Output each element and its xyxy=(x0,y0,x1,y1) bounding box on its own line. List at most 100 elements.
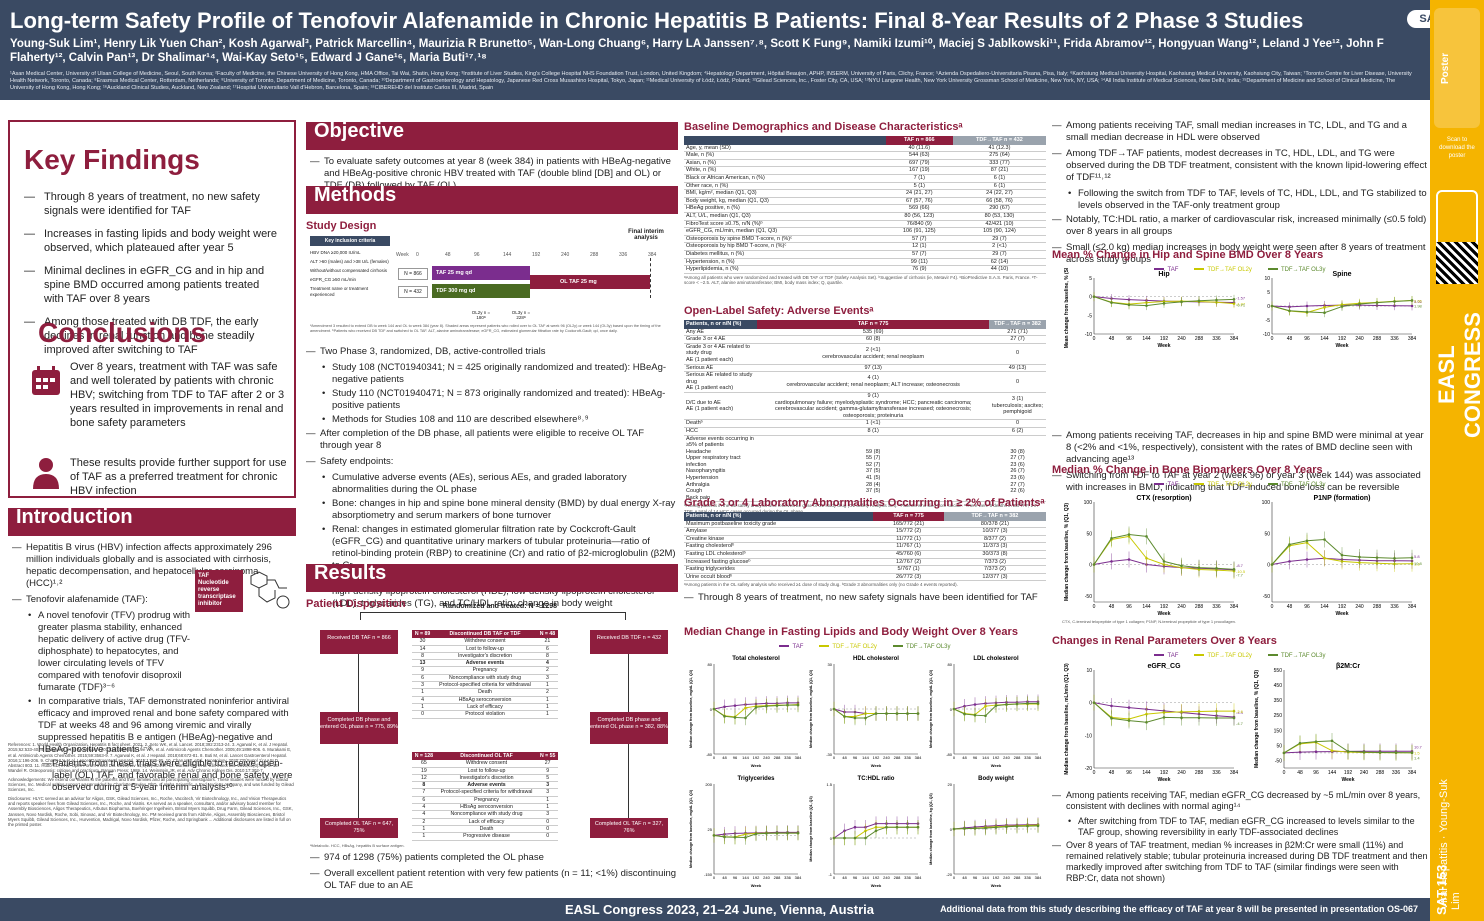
data-point xyxy=(723,705,726,709)
table-header: TAF n = 866 xyxy=(885,136,953,145)
legend-item: TDF→TAF OL2y xyxy=(819,641,877,653)
table-row: FibroTest score ≥0.75, n/N (%)ᵇ 76/840 (9… xyxy=(684,220,1046,229)
x-axis-label: Week xyxy=(751,763,762,768)
table-cell: ALT, U/L, median (Q1, Q3) xyxy=(684,212,886,221)
table-cell: 14 xyxy=(412,645,434,653)
lipids-section: Median Change in Fasting Lipids and Body… xyxy=(684,623,1046,655)
table-row: Grade 3 or 4 AE 60 (8) 27 (7) xyxy=(684,335,1046,344)
y-axis-label: Median change from baseline, mg/dL (Q1, … xyxy=(689,669,693,748)
data-point xyxy=(754,832,758,836)
data-point xyxy=(952,707,956,711)
data-point xyxy=(1180,716,1183,719)
table-cell: 8 xyxy=(536,652,558,661)
table-row: Serious AE 97 (13) 49 (13) xyxy=(684,364,1046,373)
y-tick-label: -10 xyxy=(1085,332,1092,338)
y-tick-label: 0 xyxy=(1089,563,1092,569)
ol2y-label: OL2y n = 180ᵃ xyxy=(471,310,491,320)
table-cell: Fasting triglycerides xyxy=(684,565,874,574)
table-cell: 80/378 (21) xyxy=(943,520,1046,529)
table-cell: Pregnancy xyxy=(433,666,537,675)
methods-subpoint: Bone: changes in hip and spine bone mine… xyxy=(306,498,678,522)
table-cell: 544 (63) xyxy=(885,151,953,160)
x-tick-label: 96 xyxy=(1126,336,1132,342)
x-tick-label: 240 xyxy=(1003,755,1010,760)
table-cell: Lack of efficacy xyxy=(433,703,537,712)
table-cell: 44 (10) xyxy=(952,265,1046,274)
week-axis: 0 48 96 144 192 240 288 336 384 xyxy=(416,252,656,260)
x-tick-label: 288 xyxy=(1195,770,1204,776)
table-cell: 60 (8) xyxy=(757,335,990,344)
table-cell: 19 xyxy=(412,767,436,775)
disposition-footnote: ᵃMetabolic. HCC, HBsAg, hepatitis B surf… xyxy=(310,843,405,848)
key-finding-item: Through 8 years of treatment, no new saf… xyxy=(24,190,280,218)
table-cell: Increased fasting glucoseᵇ xyxy=(684,558,874,567)
chart-title: LDL cholesterol xyxy=(973,656,1019,662)
table-cell: 67 (57, 76) xyxy=(885,197,953,206)
x-axis-label: Week xyxy=(1158,611,1171,616)
renal-interpretation: Among patients receiving TAF, median eGF… xyxy=(1052,790,1428,888)
table-row: 13 Adverse events 4 xyxy=(412,659,558,668)
table-cell: 7/373 (2) xyxy=(943,558,1046,567)
table-cell: Adverse events occurring in ≥5% of patie… xyxy=(684,435,758,503)
data-point xyxy=(1127,706,1131,709)
lab-bullet: Through 8 years of treatment, no new saf… xyxy=(684,592,1046,604)
table-row: Any AE 535 (69) 271 (71) xyxy=(684,328,1046,337)
x-tick-label: 336 xyxy=(1392,770,1401,776)
table-row: Fasting cholesterolᵇ 11/767 (1) 11/373 (3) xyxy=(684,542,1046,551)
chart-title: CTX (resorption) xyxy=(1136,495,1191,502)
table-row: Age, y, mean (SD) 40 (11.6) 41 (12.3) xyxy=(684,144,1046,153)
table-cell: 9 xyxy=(412,666,434,675)
x-tick-label: 336 xyxy=(1024,755,1031,760)
table-cell: Osteoporosis by spine BMD T-score, n (%)… xyxy=(684,235,886,244)
y-tick-label: -150 xyxy=(704,872,713,877)
taf-arm-bar: TAF 25 mg qd xyxy=(432,266,530,280)
data-point xyxy=(1232,716,1236,720)
calendar-icon xyxy=(32,366,60,395)
y-tick-label: 50 xyxy=(1086,531,1092,537)
introduction-section: Introduction Hepatitis B virus (HBV) inf… xyxy=(8,507,296,794)
footer-note: Additional data from this study describi… xyxy=(940,904,1418,914)
x-axis-label: Week xyxy=(991,763,1002,768)
legend-item: TAF xyxy=(1154,479,1178,491)
bmd-title: Mean % Change in Hip and Spine BMD Over … xyxy=(1052,249,1324,261)
week-label: Week xyxy=(396,252,409,258)
table-cell: 76 (9) xyxy=(885,265,953,274)
data-point xyxy=(1145,720,1148,724)
qr-code[interactable] xyxy=(1436,242,1478,284)
completed-db-tdf-box: Completed DB phase and entered OL phase … xyxy=(590,712,668,744)
finding-bullet: Notably, TC:HDL ratio, a marker of cardi… xyxy=(1052,214,1428,238)
lipids-title: Median Change in Fasting Lipids and Body… xyxy=(684,626,1018,638)
y-tick-label: 5 xyxy=(1089,276,1092,282)
y-axis-label: Median change from baseline, mg/dL (Q1, … xyxy=(929,669,933,748)
results-bullet: Overall excellent patient retention with… xyxy=(310,868,678,892)
data-point xyxy=(1145,535,1148,538)
discontinued-db-table: N = 89 Discontinued DB TAF or TDF N = 48 30… xyxy=(412,630,558,719)
x-tick-label: 192 xyxy=(1344,770,1353,776)
x-tick-label: 336 xyxy=(1212,604,1221,610)
end-label: 0.03 xyxy=(1414,299,1423,304)
x-tick-label: 48 xyxy=(1109,604,1115,610)
table-cell: 27 xyxy=(537,760,558,768)
y-tick-label: 350 xyxy=(1274,698,1283,704)
legend-item: TDF→TAF OL2y xyxy=(1194,479,1252,491)
data-point xyxy=(984,704,987,708)
poster-logo: Poster xyxy=(1434,8,1480,128)
data-point xyxy=(775,704,779,707)
table-cell: Withdrew consent xyxy=(435,760,538,768)
methods-title: Methods xyxy=(306,185,678,214)
inclusion-criteria-list: HBV DNA ≥20,000 IU/mL ALT >60 (males) an… xyxy=(310,250,390,298)
y-axis-label: Mean change from baseline, % (SD) xyxy=(1064,268,1070,348)
data-point xyxy=(874,829,878,833)
table-row: 6 Pregnancy 1 xyxy=(412,796,558,805)
table-cell: 24 (21, 27) xyxy=(885,189,953,198)
chart-title: Total cholesterol xyxy=(732,656,780,662)
data-point xyxy=(973,713,977,717)
y-tick-label: 30 xyxy=(828,662,833,667)
table-row: 1 Progressive disease 0 xyxy=(412,832,558,841)
y-tick-label: 0 xyxy=(830,836,833,841)
criteria-item: Treatment naïve or treatment experienced xyxy=(310,286,369,297)
table-row: Black or African American, n (%) 7 (1) 6 (… xyxy=(684,174,1046,183)
data-point xyxy=(1110,301,1113,304)
data-point xyxy=(973,703,977,706)
table-cell: Withdrew consent xyxy=(433,638,537,646)
